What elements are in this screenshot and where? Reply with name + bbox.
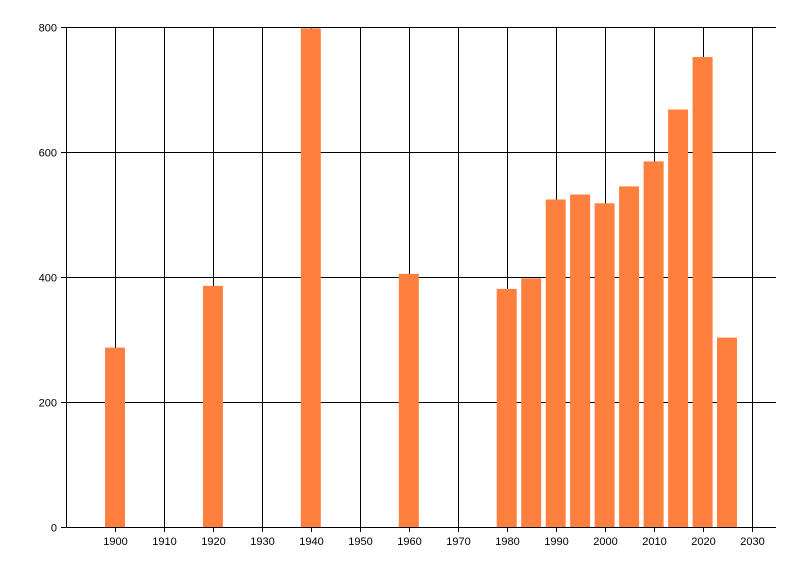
x-tick-label-2020: 2020 [691,536,715,548]
bar-1990 [545,199,566,527]
x-tick-label-1940: 1940 [299,536,323,548]
bar-1980 [496,288,517,527]
x-tick-label-1980: 1980 [495,536,519,548]
bar-2020 [692,57,713,527]
x-tick-label-1900: 1900 [103,536,127,548]
bar-1900 [105,347,125,527]
y-tick-label-800: 800 [39,23,57,35]
y-tick-label-0: 0 [51,523,57,535]
bar-2010 [643,161,664,527]
x-tick-label-2010: 2010 [642,536,666,548]
bar-1920 [202,285,223,528]
axes [61,27,776,532]
bar-1985 [521,278,542,528]
bar-2025 [717,337,737,527]
bar-2000 [594,203,615,528]
x-tick-label-1960: 1960 [397,536,421,548]
bar-1960 [398,273,419,527]
y-tick-label-400: 400 [39,273,57,285]
x-tick-label-1970: 1970 [446,536,470,548]
tick-labels: 0 200 400 600 800 1900 1910 1920 1930 1940 1950 196… [39,23,765,549]
bars [105,28,737,528]
x-tick-label-1920: 1920 [201,536,225,548]
x-tick-label-1910: 1910 [152,536,176,548]
x-tick-label-1990: 1990 [544,536,568,548]
x-tick-label-2000: 2000 [593,536,617,548]
x-tick-label-1950: 1950 [348,536,372,548]
bar-2015 [668,109,689,527]
bar-1995 [570,194,591,527]
y-tick-label-600: 600 [39,148,57,160]
x-tick-label-1930: 1930 [250,536,274,548]
y-tick-label-200: 200 [39,398,57,410]
bar-2005 [619,186,640,527]
bar-1940 [300,28,321,528]
x-tick-label-2030: 2030 [740,536,764,548]
